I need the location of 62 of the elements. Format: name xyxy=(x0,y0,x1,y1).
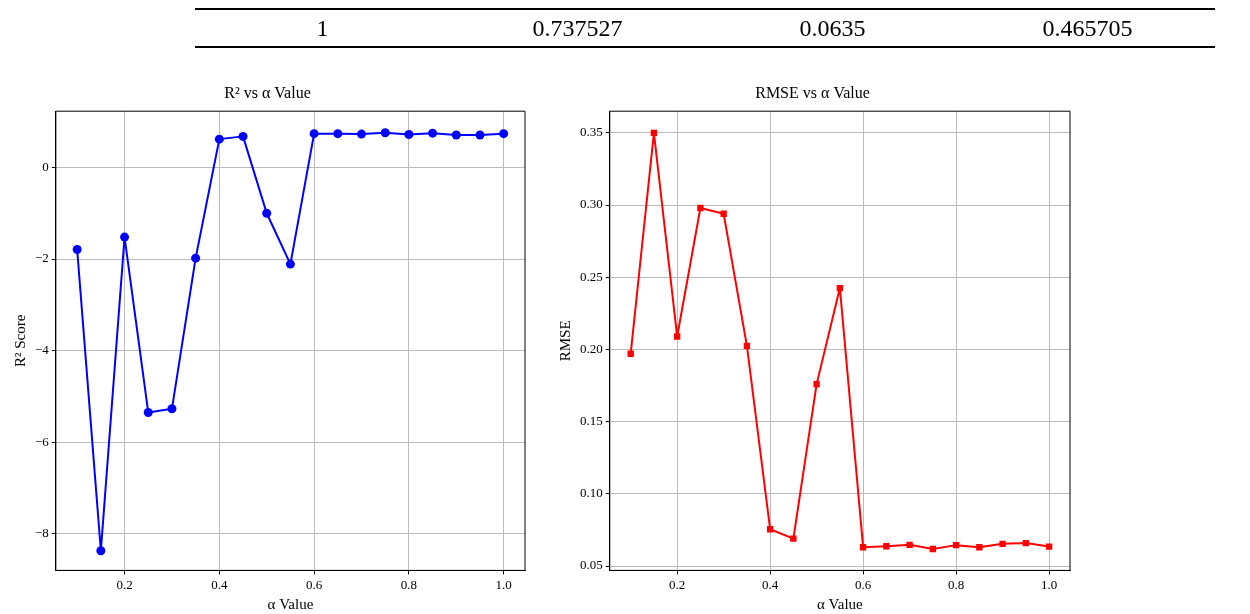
y-axis-title: RMSE xyxy=(556,320,573,362)
point xyxy=(167,404,177,414)
point xyxy=(96,546,106,556)
y-tick-label: 0.30 xyxy=(580,196,603,212)
y-tick-label: 0 xyxy=(42,158,49,174)
x-tick-label: 0.8 xyxy=(400,576,418,592)
point xyxy=(380,128,390,138)
y-tick-label: 0.25 xyxy=(580,268,603,284)
x-tick-label: 0.2 xyxy=(669,576,686,592)
point xyxy=(976,544,983,551)
point xyxy=(451,130,461,140)
x-axis-title: α Value xyxy=(267,595,314,612)
y-tick-label: 0.15 xyxy=(580,413,603,429)
x-tick-label: 0.4 xyxy=(211,576,228,592)
point xyxy=(673,333,681,340)
y-tick-label: 0.20 xyxy=(580,340,603,356)
point xyxy=(428,128,438,138)
x-tick-label: 0.8 xyxy=(947,576,965,592)
point xyxy=(262,208,272,218)
text: 0.465705 xyxy=(1041,14,1134,42)
point xyxy=(191,253,201,263)
x-tick-label: 1.0 xyxy=(1040,576,1058,592)
x-tick-label: 0.4 xyxy=(762,576,779,592)
text: 0.737527 xyxy=(531,14,624,42)
y-tick-label: 0.05 xyxy=(580,557,603,573)
y-tick-label: 0.35 xyxy=(580,124,603,140)
point xyxy=(720,210,727,217)
point xyxy=(333,129,343,139)
point xyxy=(697,204,704,212)
x-tick-label: 0.6 xyxy=(305,576,323,592)
point xyxy=(1045,543,1053,550)
point xyxy=(999,540,1006,548)
y-axis-title: R² Score xyxy=(11,314,28,367)
x-tick-label: 1.0 xyxy=(495,576,512,592)
chart-title: R² vs α Value xyxy=(224,83,311,101)
y-tick-label: −4 xyxy=(34,342,50,358)
x-tick-label: 0.2 xyxy=(116,576,133,592)
point xyxy=(475,130,485,140)
text: 0.0635 xyxy=(798,14,867,42)
point xyxy=(285,259,295,269)
chart-title: RMSE vs α Value xyxy=(755,83,870,101)
x-axis-title: α Value xyxy=(816,595,864,612)
point xyxy=(120,232,130,242)
y-tick-label: −2 xyxy=(34,250,49,266)
point xyxy=(214,134,224,144)
point xyxy=(499,129,509,139)
point xyxy=(357,129,366,139)
point xyxy=(883,543,890,550)
y-tick-label: −8 xyxy=(34,525,49,541)
point xyxy=(790,535,797,542)
point xyxy=(72,244,82,254)
y-tick-label: −6 xyxy=(34,433,50,449)
point xyxy=(404,130,414,140)
point xyxy=(238,131,248,141)
point xyxy=(813,380,820,388)
text: 1 xyxy=(315,14,330,42)
point xyxy=(906,541,913,549)
point xyxy=(627,350,634,357)
y-tick-label: 0.10 xyxy=(580,485,603,501)
point xyxy=(309,129,319,139)
x-tick-label: 0.6 xyxy=(854,576,872,592)
point xyxy=(143,407,153,417)
